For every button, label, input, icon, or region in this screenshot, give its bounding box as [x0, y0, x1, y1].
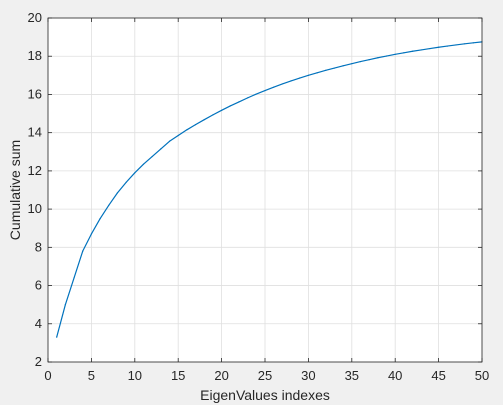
data-point: [464, 43, 466, 45]
x-axis-label: EigenValues indexes: [200, 387, 330, 403]
data-point: [238, 101, 240, 103]
data-point: [194, 124, 197, 126]
data-point: [351, 63, 353, 65]
data-point: [56, 336, 58, 338]
data-point: [99, 218, 101, 220]
data-point: [151, 155, 153, 158]
data-point: [160, 148, 162, 150]
data-point: [82, 250, 84, 252]
y-tick-label: 20: [28, 10, 42, 25]
data-point: [316, 72, 318, 74]
x-tick-label: 5: [88, 368, 95, 383]
data-point: [342, 65, 344, 67]
data-point: [142, 163, 145, 165]
data-point: [247, 97, 249, 99]
data-point: [368, 59, 370, 61]
data-point: [73, 277, 75, 279]
y-tick-label: 4: [35, 316, 42, 331]
y-tick-label: 2: [35, 354, 42, 369]
y-tick-label: 18: [28, 48, 42, 63]
data-point: [299, 77, 301, 79]
data-point: [333, 67, 336, 69]
data-point: [359, 60, 362, 63]
data-point: [177, 134, 179, 137]
data-point: [273, 86, 275, 88]
x-tick-label: 15: [171, 368, 185, 383]
data-point: [255, 93, 257, 95]
data-point: [420, 49, 422, 51]
data-point: [108, 204, 110, 206]
y-tick-label: 12: [28, 163, 42, 178]
y-tick-label: 10: [28, 201, 42, 216]
data-point: [385, 55, 388, 57]
data-point: [229, 105, 231, 107]
data-point: [325, 69, 327, 71]
data-point: [221, 109, 223, 111]
data-point: [134, 172, 136, 174]
data-point: [307, 74, 309, 76]
data-point: [90, 233, 92, 235]
x-tick-label: 25: [258, 368, 272, 383]
data-point: [264, 90, 266, 92]
series-line: [56, 41, 483, 338]
data-point: [411, 50, 414, 52]
data-point: [116, 192, 119, 194]
ticks: 0 5 10 15 20 25 30 35 40 45 50 2 4 6 8 10 12 14 16 18 20: [28, 10, 490, 383]
data-point: [203, 119, 205, 121]
data-point: [403, 52, 405, 54]
data-point: [290, 80, 292, 82]
data-point: [212, 114, 214, 116]
data-point: [472, 42, 474, 44]
x-tick-label: 0: [44, 368, 51, 383]
data-point: [377, 57, 379, 59]
series-layer: [56, 41, 483, 338]
data-point: [446, 45, 448, 47]
data-point: [281, 83, 283, 85]
data-point: [455, 44, 457, 46]
data-point: [438, 46, 440, 48]
data-point: [168, 140, 171, 142]
x-tick-label: 45: [431, 368, 445, 383]
x-tick-label: 20: [214, 368, 228, 383]
data-point: [64, 304, 66, 306]
y-tick-label: 8: [35, 239, 42, 254]
y-axis-label: Cumulative sum: [7, 140, 23, 240]
x-tick-label: 35: [345, 368, 359, 383]
data-point: [186, 129, 188, 131]
x-tick-label: 10: [128, 368, 142, 383]
x-tick-label: 30: [301, 368, 315, 383]
x-tick-label: 50: [475, 368, 489, 383]
data-point: [125, 181, 127, 183]
data-point: [429, 47, 431, 50]
data-point: [394, 53, 396, 55]
y-tick-label: 14: [28, 125, 42, 140]
y-tick-label: 16: [28, 86, 42, 101]
y-tick-label: 6: [35, 278, 42, 293]
x-tick-label: 40: [388, 368, 402, 383]
